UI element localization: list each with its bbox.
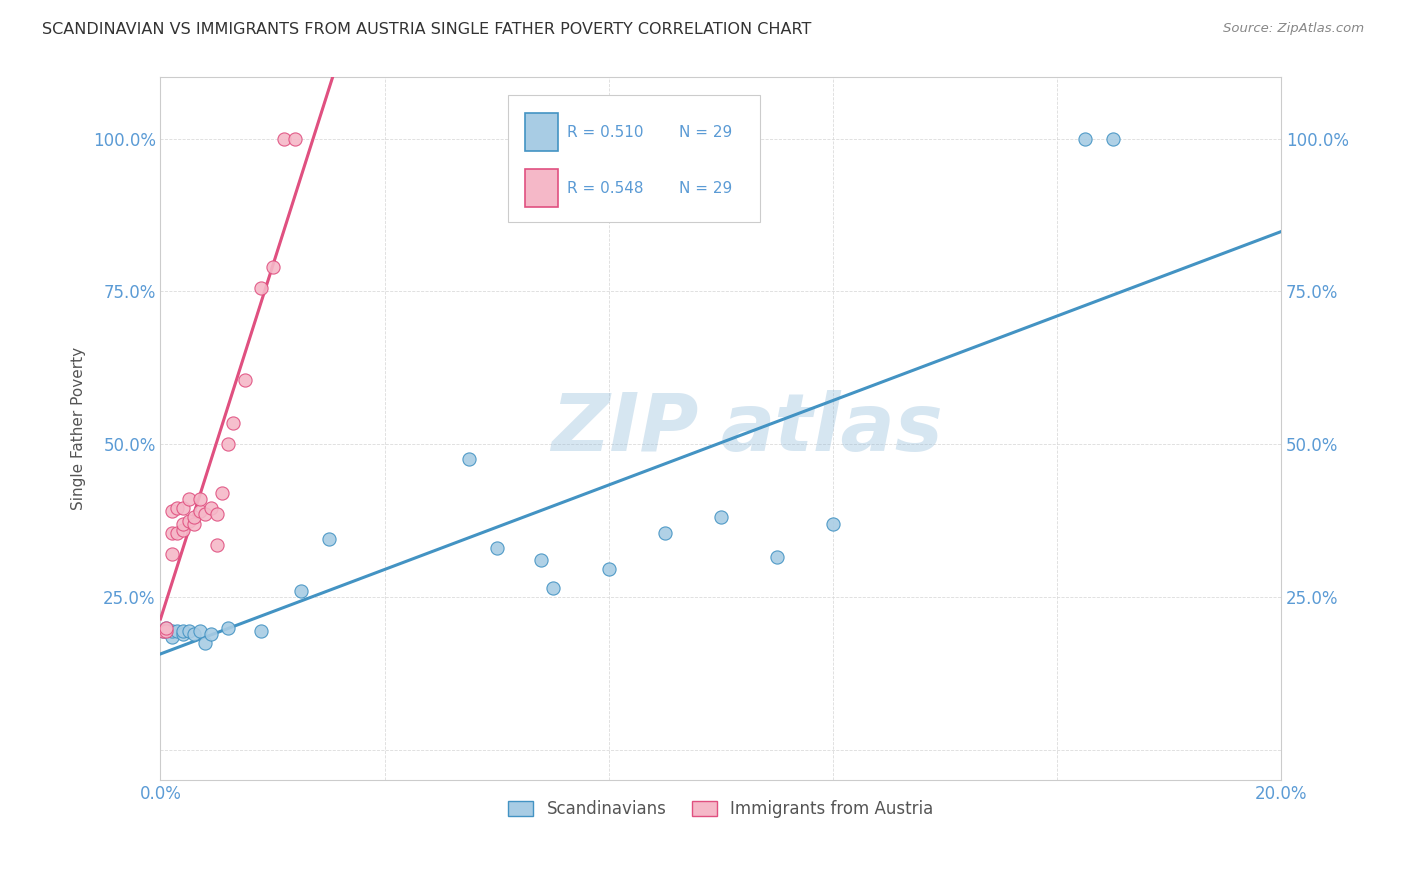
Point [155,620,177,634]
Point [172,624,194,638]
Point [205,508,228,522]
Point [172,523,194,537]
Point [250,281,273,295]
Point [654,525,676,540]
FancyBboxPatch shape [524,112,558,152]
Text: Source: ZipAtlas.com: Source: ZipAtlas.com [1223,22,1364,36]
Point [205,538,228,552]
Point [177,624,200,638]
Y-axis label: Single Father Poverty: Single Father Poverty [72,347,86,510]
Point [200,626,222,640]
Point [710,510,733,524]
FancyBboxPatch shape [524,169,558,208]
Legend: Scandinavians, Immigrants from Austria: Scandinavians, Immigrants from Austria [502,793,939,825]
Point [211,486,233,500]
Point [160,630,183,644]
Point [217,620,239,634]
Point [541,581,564,595]
Point [160,525,183,540]
Point [1102,131,1125,145]
Point [765,550,787,565]
Point [166,525,188,540]
Text: R = 0.510: R = 0.510 [567,125,644,140]
Point [1074,131,1097,145]
Point [485,541,508,555]
Point [188,492,211,507]
Point [172,626,194,640]
Point [284,131,307,145]
Point [160,624,183,638]
Point [250,624,273,638]
Point [152,624,174,638]
Point [318,532,340,546]
Point [194,636,217,650]
Point [172,516,194,531]
Point [155,620,177,634]
Point [598,562,620,576]
Point [290,583,312,598]
Point [183,510,205,524]
Point [177,514,200,528]
Point [152,624,174,638]
Point [273,131,295,145]
Point [183,626,205,640]
Point [177,492,200,507]
Point [160,504,183,518]
Point [457,452,479,467]
Point [262,260,284,274]
Point [160,547,183,561]
Point [188,624,211,638]
Point [166,624,188,638]
Text: N = 29: N = 29 [679,125,733,140]
Point [530,553,553,567]
Point [172,501,194,516]
Text: atlas: atlas [721,390,943,468]
Point [155,624,177,638]
Point [155,624,177,638]
Point [188,504,211,518]
Point [157,624,180,638]
Point [200,501,222,516]
Point [233,373,256,387]
Point [821,516,844,531]
Point [183,516,205,531]
Text: N = 29: N = 29 [679,181,733,196]
Point [217,437,239,451]
Text: R = 0.548: R = 0.548 [567,181,644,196]
FancyBboxPatch shape [508,95,759,221]
Point [166,501,188,516]
Point [194,508,217,522]
Text: ZIP: ZIP [551,390,699,468]
Point [222,416,245,430]
Text: SCANDINAVIAN VS IMMIGRANTS FROM AUSTRIA SINGLE FATHER POVERTY CORRELATION CHART: SCANDINAVIAN VS IMMIGRANTS FROM AUSTRIA … [42,22,811,37]
